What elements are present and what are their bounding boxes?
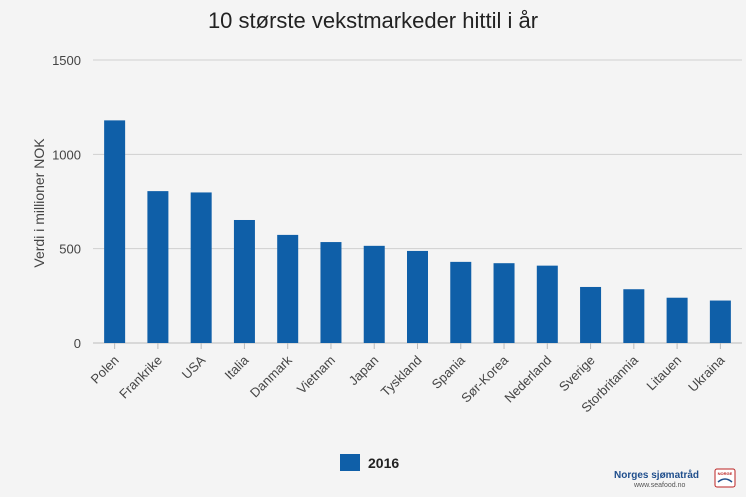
bar bbox=[580, 286, 602, 343]
badge-text: NORGE bbox=[718, 471, 733, 476]
legend-label: 2016 bbox=[368, 454, 400, 471]
chart-title: 10 største vekstmarkeder hittil i år bbox=[207, 8, 539, 33]
bar bbox=[493, 263, 515, 343]
bar bbox=[623, 289, 645, 343]
x-tick-label: Danmark bbox=[247, 352, 295, 400]
x-tick-label: Italia bbox=[222, 352, 253, 383]
y-tick-label: 500 bbox=[59, 242, 81, 257]
bar bbox=[666, 297, 688, 343]
x-tick-label: USA bbox=[179, 352, 209, 382]
x-tick-label: Ukraina bbox=[685, 352, 728, 395]
logo-url: www.seafood.no bbox=[634, 482, 686, 489]
bar bbox=[277, 234, 299, 343]
bar bbox=[363, 245, 385, 343]
y-tick-label: 1000 bbox=[52, 147, 81, 162]
y-axis-label: Verdi i millioner NOK bbox=[31, 138, 47, 268]
bar bbox=[233, 219, 255, 343]
x-tick-label: Nederland bbox=[501, 353, 554, 406]
bar bbox=[450, 261, 472, 343]
norway-badge-icon: NORGE bbox=[714, 468, 736, 488]
logo-name: Norges sjømatråd bbox=[614, 470, 700, 481]
bar bbox=[104, 120, 126, 343]
legend: 2016 bbox=[340, 454, 399, 471]
x-tick-label: Litauen bbox=[643, 353, 684, 394]
x-tick-label: Vietnam bbox=[294, 353, 338, 397]
x-tick-label: Spania bbox=[429, 352, 469, 392]
x-tick-label: Frankrike bbox=[116, 353, 165, 402]
bar bbox=[536, 265, 558, 343]
x-tick-label: Polen bbox=[88, 353, 122, 387]
x-tick-label: Tyskland bbox=[378, 353, 425, 400]
y-tick-label: 0 bbox=[74, 336, 81, 351]
legend-swatch bbox=[340, 454, 360, 471]
bar bbox=[709, 300, 731, 343]
bar bbox=[147, 191, 169, 343]
x-tick-label: Japan bbox=[346, 353, 382, 389]
bar bbox=[190, 192, 212, 343]
norges-sjomatrad-logo: Norges sjømatråd www.seafood.no NORGE bbox=[610, 468, 740, 492]
y-tick-label: 1500 bbox=[52, 53, 81, 68]
bar bbox=[320, 242, 342, 343]
bar bbox=[407, 250, 428, 343]
x-tick-label: Sverige bbox=[556, 353, 598, 395]
